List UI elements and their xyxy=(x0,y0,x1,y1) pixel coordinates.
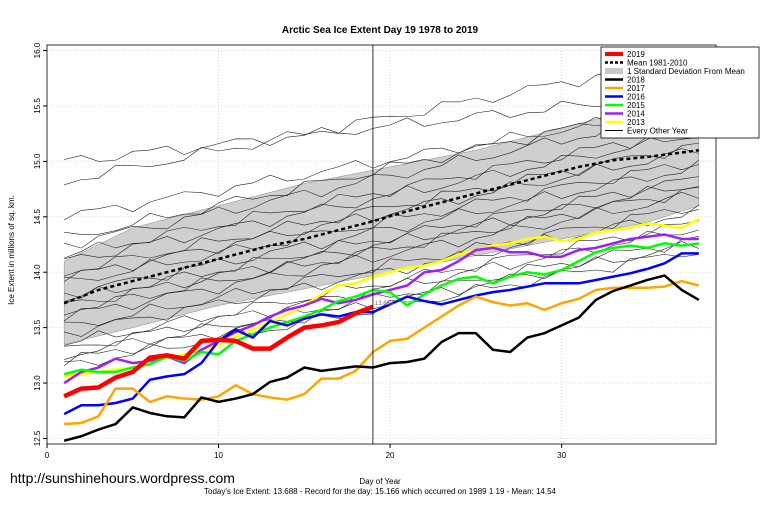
y-tick-label: 14.0 xyxy=(33,264,42,280)
footer-summary: Today's Ice Extent: 13.688 - Record for … xyxy=(204,487,557,496)
legend-label: 1 Standard Deviation From Mean xyxy=(627,67,745,76)
plot-area: 13.688 12.5 13.0 13.5 14.0 14.5 15.0 15.5 16.0 0 1… xyxy=(33,42,717,460)
legend-label: 2014 xyxy=(627,110,645,119)
every-other-year-line xyxy=(64,104,700,249)
x-tick-label: 30 xyxy=(557,451,566,460)
every-other-year-line xyxy=(64,164,699,281)
y-tick-label: 13.0 xyxy=(33,375,42,391)
every-other-year-line xyxy=(64,136,699,260)
every-other-year-line xyxy=(63,191,699,322)
x-axis-label: Day of Year xyxy=(359,477,401,486)
series-line-2017 xyxy=(64,279,700,426)
every-other-year-line xyxy=(64,90,699,162)
every-other-year-line xyxy=(64,102,699,235)
every-other-year-line xyxy=(64,186,699,316)
chart-title: Arctic Sea Ice Extent Day 19 1978 to 201… xyxy=(282,25,479,36)
legend-label: 2018 xyxy=(627,76,645,85)
y-tick-label: 13.5 xyxy=(33,319,42,335)
series-line-2018 xyxy=(63,274,700,442)
x-tick-label: 0 xyxy=(45,451,50,460)
every-other-year-line xyxy=(63,241,699,367)
series-line-2016 xyxy=(63,252,699,416)
legend-label: Every Other Year xyxy=(627,127,688,136)
legend-label: 2019 xyxy=(627,50,645,59)
legend-box xyxy=(600,46,760,139)
every-other-year-line xyxy=(64,220,699,346)
every-other-year-line xyxy=(64,186,699,303)
every-other-year-line xyxy=(64,229,699,347)
every-other-year-line xyxy=(64,142,699,277)
legend-label: 2016 xyxy=(627,93,645,102)
series-line-2019 xyxy=(63,304,374,399)
every-other-year-line xyxy=(63,148,699,282)
y-tick-label: 16.0 xyxy=(33,42,42,58)
y-tick-label: 15.5 xyxy=(33,98,42,114)
legend-label: 2015 xyxy=(627,101,645,110)
legend-label: 2013 xyxy=(627,118,645,127)
y-axis-label: Ice Extent in millions of sq. km. xyxy=(7,195,16,305)
y-tick-label: 15.0 xyxy=(33,153,42,169)
current-day-value-label: 13.688 xyxy=(375,301,394,307)
series-line-mean-1981-2010 xyxy=(63,149,700,305)
every-other-year-line xyxy=(64,176,699,302)
source-url: http://sunshinehours.wordpress.com xyxy=(10,470,235,486)
legend-label: 2017 xyxy=(627,84,645,93)
every-other-year-line xyxy=(64,209,699,326)
y-tick-label: 12.5 xyxy=(33,430,42,446)
every-other-year-line xyxy=(64,104,699,221)
y-tick-label: 14.5 xyxy=(33,208,42,224)
x-tick-label: 20 xyxy=(386,451,395,460)
plot-frame xyxy=(46,44,717,445)
every-other-year-line xyxy=(64,54,699,186)
std-dev-band xyxy=(63,94,700,345)
x-tick-label: 10 xyxy=(214,451,223,460)
legend-swatch xyxy=(605,68,623,74)
legend-label: Mean 1981-2010 xyxy=(627,59,688,68)
every-other-year-line xyxy=(64,126,699,259)
every-other-year-line xyxy=(64,159,700,299)
